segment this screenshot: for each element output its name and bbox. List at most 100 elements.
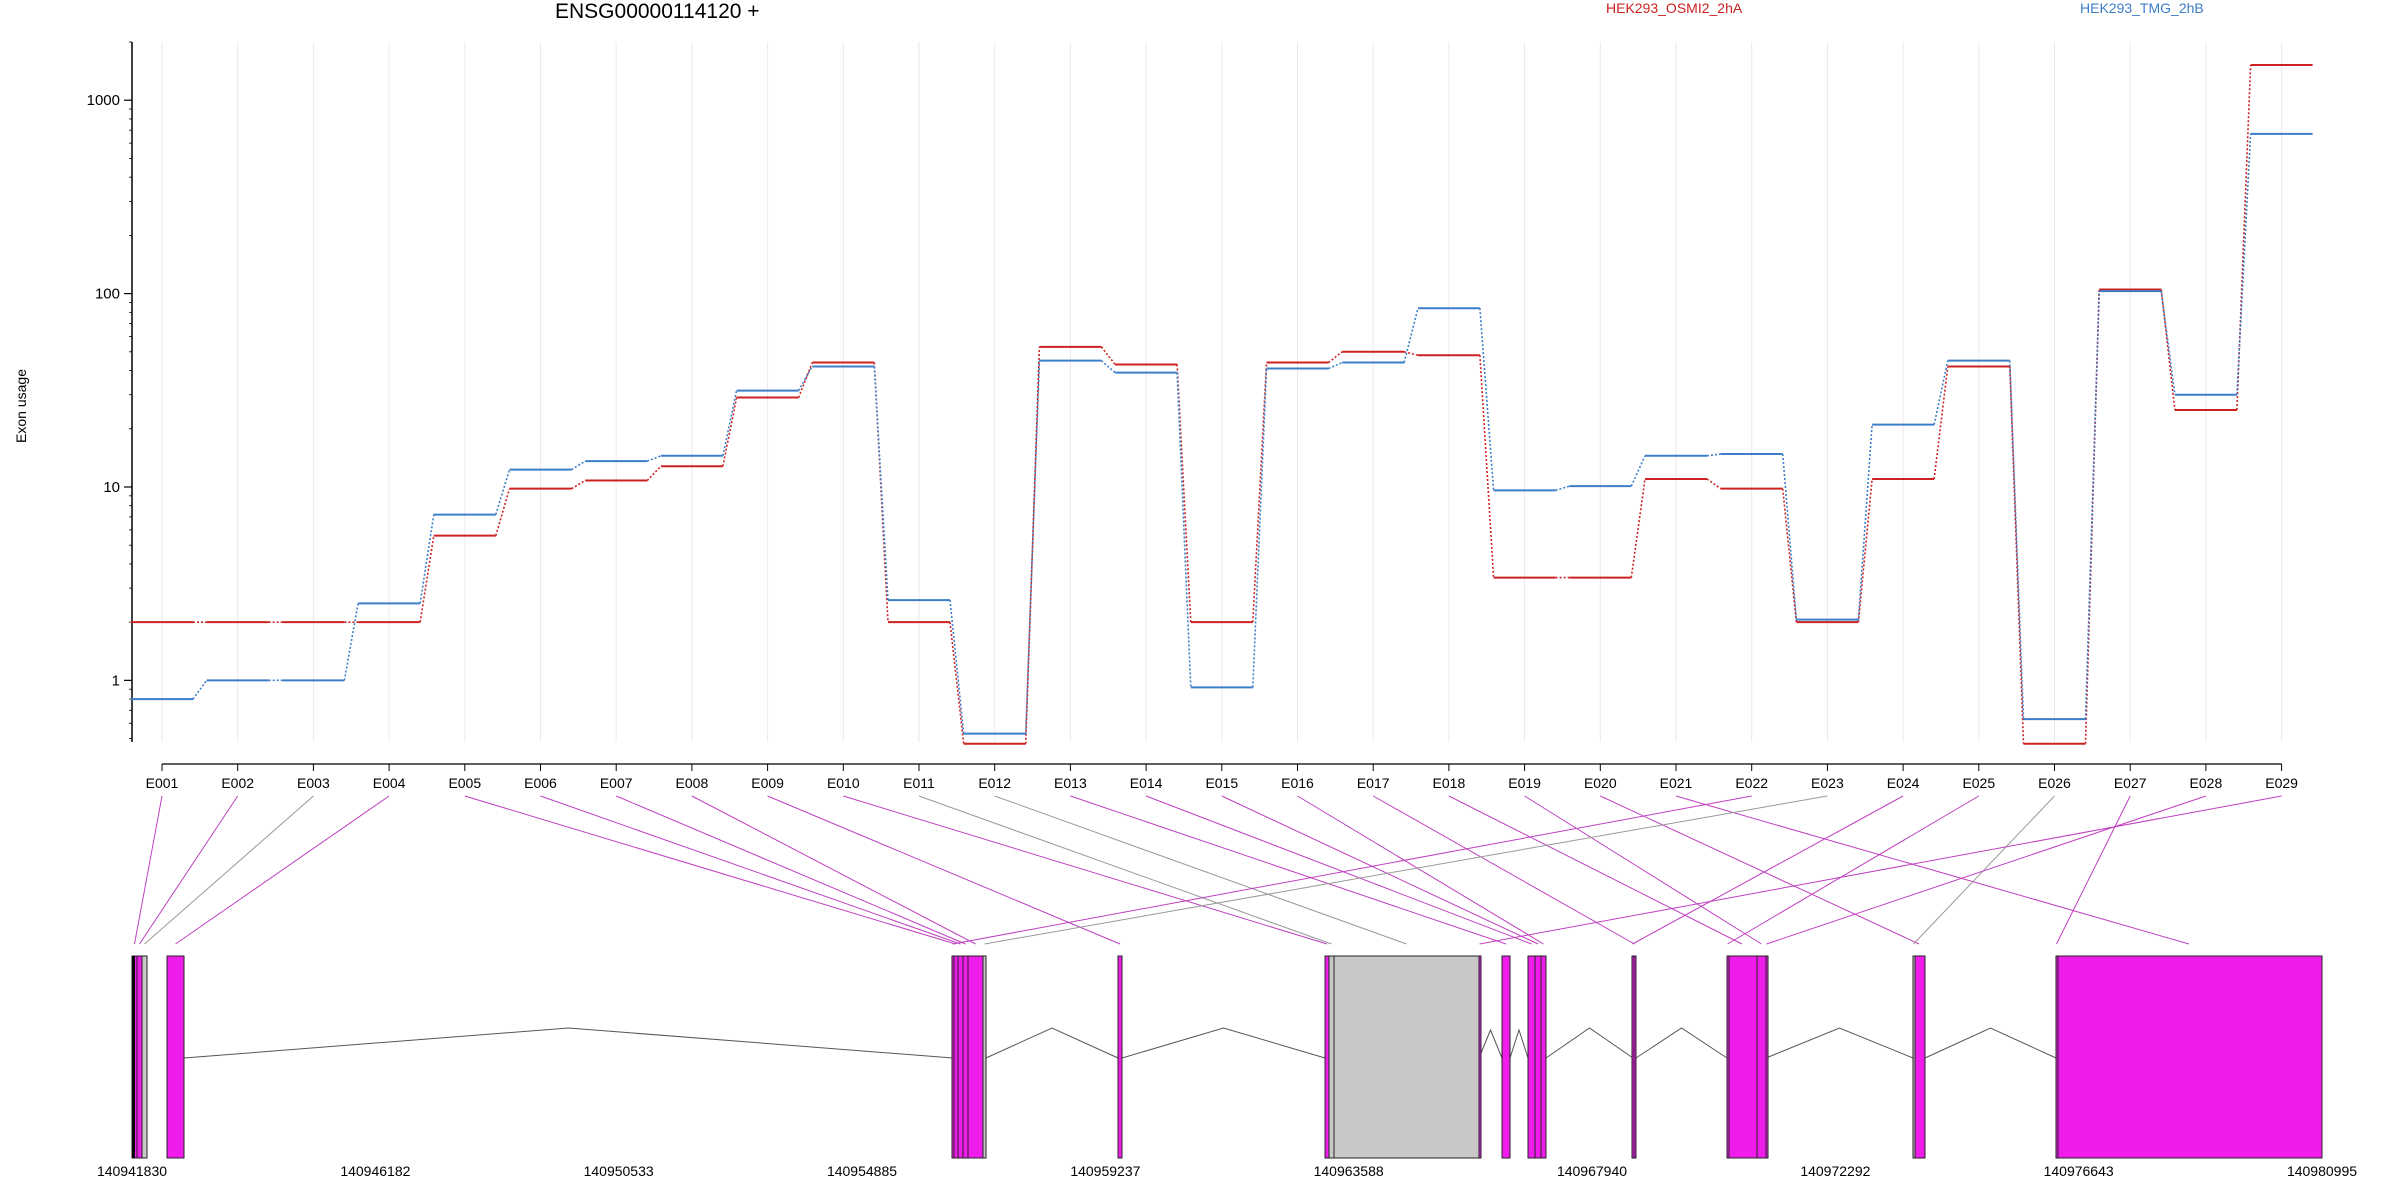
connector-e013 — [1070, 795, 1507, 945]
series-2-connector — [1555, 485, 1570, 492]
connector-e012 — [994, 795, 1407, 945]
x-tick-label-e010: E010 — [827, 775, 860, 791]
series-1-connector — [1252, 362, 1268, 623]
exon-e019 — [1756, 955, 1767, 1159]
connector-e001 — [134, 795, 163, 945]
series-2-connector — [949, 600, 965, 734]
legend-series-2: HEK293_TMG_2hB — [2080, 0, 2204, 16]
genomic-tick-label: 140946182 — [340, 1163, 410, 1179]
y-tick-label: 10 — [103, 479, 120, 496]
x-tick-label-e011: E011 — [903, 775, 935, 791]
genomic-tick-label: 140954885 — [827, 1163, 897, 1179]
series-1-connector — [2236, 65, 2252, 411]
series-1-connector — [722, 397, 738, 467]
genomic-tick-label: 140972292 — [1800, 1163, 1870, 1179]
connector-e024 — [1632, 795, 1904, 945]
x-tick-label-e002: E002 — [221, 775, 254, 791]
connector-e009 — [767, 795, 1121, 945]
x-tick-label-e020: E020 — [1584, 775, 1617, 791]
x-tick-label-e021: E021 — [1660, 775, 1693, 791]
gene-model — [131, 955, 2323, 1159]
exon-e009 — [1117, 955, 1123, 1159]
connector-e017 — [1372, 795, 1635, 945]
connector-e020 — [1600, 795, 1920, 945]
x-tick-label-e012: E012 — [978, 775, 1011, 791]
series-1-connector — [571, 479, 586, 490]
connector-e028 — [1766, 795, 2207, 945]
legend-series-1: HEK293_OSMI2_2hA — [1606, 0, 1743, 16]
exon-e018 — [1726, 955, 1758, 1159]
series-2-connector — [419, 514, 435, 604]
intron-line — [1765, 1027, 1914, 1059]
series-2-connector — [2236, 133, 2252, 395]
series-2-connector — [1328, 361, 1343, 370]
series-1-connector — [1479, 355, 1495, 578]
connector-e004 — [175, 795, 390, 945]
x-tick-label-e009: E009 — [751, 775, 784, 791]
intron-line — [1509, 1028, 1529, 1059]
x-tick-label-e022: E022 — [1735, 775, 1768, 791]
series-2-connector — [1403, 308, 1419, 363]
connector-e027 — [2056, 795, 2131, 945]
series-1-connector — [949, 622, 965, 744]
genomic-tick-label: 140967940 — [1557, 1163, 1627, 1179]
connector-e003 — [144, 795, 314, 945]
x-tick-label-e016: E016 — [1281, 775, 1314, 791]
x-tick-label-e018: E018 — [1433, 775, 1466, 791]
exon-connector-lines — [134, 795, 2282, 945]
genomic-tick-label: 140959237 — [1070, 1163, 1140, 1179]
series-1 — [131, 64, 2313, 745]
exon-e012 — [1333, 955, 1480, 1159]
series-1-connector — [1630, 478, 1646, 578]
series-1-connector — [2160, 289, 2176, 411]
series-2-connector — [571, 460, 586, 471]
x-tick-label-e023: E023 — [1811, 775, 1844, 791]
x-tick-label-e029: E029 — [2265, 775, 2298, 791]
connector-e025 — [1727, 795, 1980, 945]
connector-e010 — [843, 795, 1328, 945]
exon-e024 — [1631, 955, 1635, 1159]
series-1-connector — [419, 535, 435, 623]
connector-e011 — [918, 795, 1332, 945]
x-tick-label-e007: E007 — [600, 775, 633, 791]
exon-e029 — [1478, 955, 1482, 1159]
connector-e002 — [139, 795, 239, 945]
connector-e007 — [616, 795, 966, 945]
genomic-tick-label: 140941830 — [97, 1163, 167, 1179]
genomic-tick-label: 140980995 — [2287, 1163, 2357, 1179]
series-1-connector — [1328, 351, 1343, 364]
series-2-connector — [797, 366, 813, 392]
exon-e006 — [957, 955, 964, 1159]
series-2-connector — [1176, 372, 1192, 688]
exon-e002 — [136, 955, 143, 1159]
intron-line — [1478, 1028, 1503, 1059]
x-tick-label-e006: E006 — [524, 775, 557, 791]
exon-e025 — [1726, 955, 1730, 1159]
connector-e022 — [952, 795, 1752, 945]
connector-e019 — [1524, 795, 1762, 945]
series-2-connector — [1479, 308, 1495, 491]
x-tick-label-e025: E025 — [1962, 775, 1995, 791]
x-axis: E001 E002 E003 E004 E005 E006 E007 E008 E009 E010… — [146, 763, 2298, 791]
x-tick-label-e017: E017 — [1357, 775, 1390, 791]
y-tick-label: 100 — [95, 286, 120, 303]
series-1-connector — [1176, 364, 1192, 623]
x-tick-label-e001: E001 — [146, 775, 179, 791]
exon-e021 — [2055, 955, 2323, 1159]
connector-e006 — [540, 795, 961, 945]
exon-e015 — [1534, 955, 1542, 1159]
series-2-connector — [192, 679, 208, 700]
exon-e023 — [982, 955, 987, 1159]
series-2-connector — [1781, 453, 1798, 620]
series-1-connector — [1706, 478, 1722, 490]
series-2-connector — [2084, 291, 2100, 720]
genomic-tick-label: 140976643 — [2044, 1163, 2114, 1179]
y-tick-label: 1 — [112, 672, 120, 689]
series-1-connector — [1933, 366, 1949, 480]
connector-e029 — [1479, 795, 2282, 945]
exon-e028 — [1765, 955, 1769, 1159]
series-1-connector — [646, 465, 662, 482]
connector-e016 — [1297, 795, 1544, 945]
series-2-connector — [1100, 360, 1116, 374]
series-1-connector — [2009, 366, 2025, 744]
